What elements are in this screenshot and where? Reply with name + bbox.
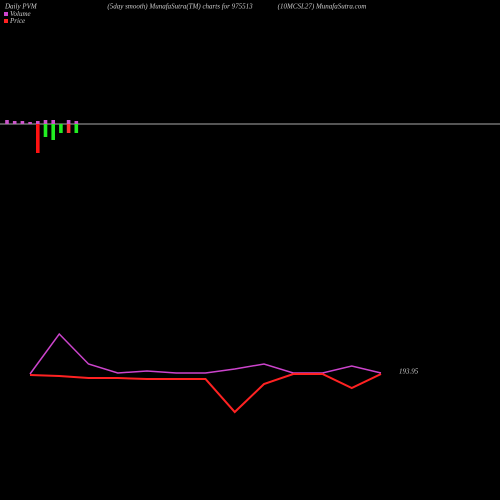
bar [20, 121, 25, 124]
bar [28, 122, 32, 124]
bar [51, 120, 55, 124]
value-label: 193.95 [399, 368, 419, 376]
chart-title-left: Daily PVM [4, 3, 38, 11]
legend-swatch [4, 12, 8, 16]
chart-title: (5day smooth) MunafaSutra(TM) charts for… [107, 3, 253, 11]
legend-label: Volume [10, 10, 31, 18]
legend-label: Price [9, 17, 25, 25]
legend-swatch [4, 19, 8, 23]
bar [59, 124, 63, 133]
bar [74, 121, 79, 124]
bar [36, 124, 40, 153]
bar [66, 124, 71, 133]
bar [43, 120, 48, 124]
bar [43, 124, 48, 137]
bar [36, 121, 40, 124]
bar [5, 120, 9, 124]
bar [66, 120, 71, 124]
chart-title-right: (10MCSL27) MunafaSutra.com [278, 3, 367, 11]
line [29, 373, 382, 414]
bar [74, 124, 79, 133]
line [29, 332, 382, 375]
bar [51, 124, 55, 140]
bar [12, 121, 17, 124]
